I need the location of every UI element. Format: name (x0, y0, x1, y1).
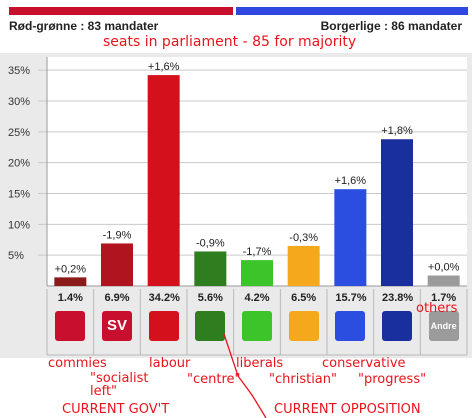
share-value-label: 6.9% (104, 292, 130, 304)
share-value-label: 5.6% (197, 292, 223, 304)
share-value-label: 34.2% (148, 292, 180, 304)
krf-logo-icon (288, 311, 319, 341)
y-tick-label: 30% (8, 96, 30, 108)
share-value-label: 23.8% (382, 292, 414, 304)
clover-logo-icon (195, 311, 226, 341)
bar (334, 189, 367, 286)
change-label: +0,0% (428, 262, 460, 274)
commies-annotation: commies (48, 356, 107, 371)
current-govt-annotation: CURRENT GOV'T (62, 402, 170, 417)
y-tick-label: 25% (8, 127, 30, 139)
pointer-line (223, 333, 267, 418)
v-logo-icon (242, 311, 272, 341)
bar (54, 277, 87, 286)
share-value-label: 4.2% (244, 292, 270, 304)
andre-logo-icon: Andre (428, 311, 459, 341)
current-opposition-annotation: CURRENT OPPOSITION (274, 402, 421, 417)
bar (381, 139, 413, 286)
change-label: +1,8% (381, 125, 413, 137)
bar-chart: 5% 10% 15% 20% 25% 30% 35% +0,2% -1,9% +1,6% -0,9%… (8, 57, 468, 356)
labour-annotation: labour (149, 356, 191, 371)
change-label: +1,6% (148, 61, 180, 73)
change-label: -1,9% (103, 229, 132, 241)
christian-annotation: "christian" (269, 372, 337, 387)
share-value-label: 6.5% (291, 292, 317, 304)
share-value-label: 15.7% (335, 292, 367, 304)
red-green-seat-bar (9, 7, 233, 15)
bar (147, 75, 180, 286)
bourgeois-seat-bar (236, 7, 468, 15)
bar (194, 251, 227, 286)
change-label: +1,6% (335, 175, 367, 187)
seats-note-annotation: seats in parliament - 85 for majority (103, 34, 357, 50)
change-label: -0,9% (196, 237, 225, 249)
others-annotation: others (416, 301, 458, 316)
red-green-seat-label: Rød-grønne : 83 mandater (9, 19, 159, 33)
change-label: +0,2% (55, 263, 87, 275)
change-label: -0,3% (289, 232, 318, 244)
progress-annotation: "progress" (358, 372, 427, 387)
bourgeois-seat-label: Borgerlige : 86 mandater (320, 19, 462, 33)
y-tick-label: 10% (8, 219, 30, 231)
sv-logo-icon: SV (102, 311, 132, 341)
rose-logo-icon (148, 311, 179, 341)
bar (101, 243, 133, 286)
chart-panel: 5% 10% 15% 20% 25% 30% 35% +0,2% -1,9% +1,6% -0,9%… (0, 53, 472, 358)
star-logo-icon (55, 311, 86, 341)
y-tick-label: 35% (8, 65, 30, 77)
y-tick-label: 5% (8, 250, 24, 262)
bar (241, 260, 273, 286)
centre-annotation: "centre" (187, 372, 241, 387)
conservative-annotation: conservative (322, 356, 406, 371)
socialist-left-annotation: "socialist left" (90, 371, 149, 399)
share-value-label: 1.7% (431, 292, 457, 304)
y-tick-label: 15% (8, 189, 30, 201)
frp-logo-icon (382, 311, 412, 341)
h-arrow-logo-icon (335, 311, 366, 341)
liberals-annotation: liberals (236, 356, 284, 371)
share-value-label: 1.4% (57, 292, 83, 304)
y-tick-label: 20% (8, 158, 30, 170)
bar (287, 245, 320, 286)
bar (427, 275, 460, 286)
change-label: -1,7% (243, 246, 272, 258)
